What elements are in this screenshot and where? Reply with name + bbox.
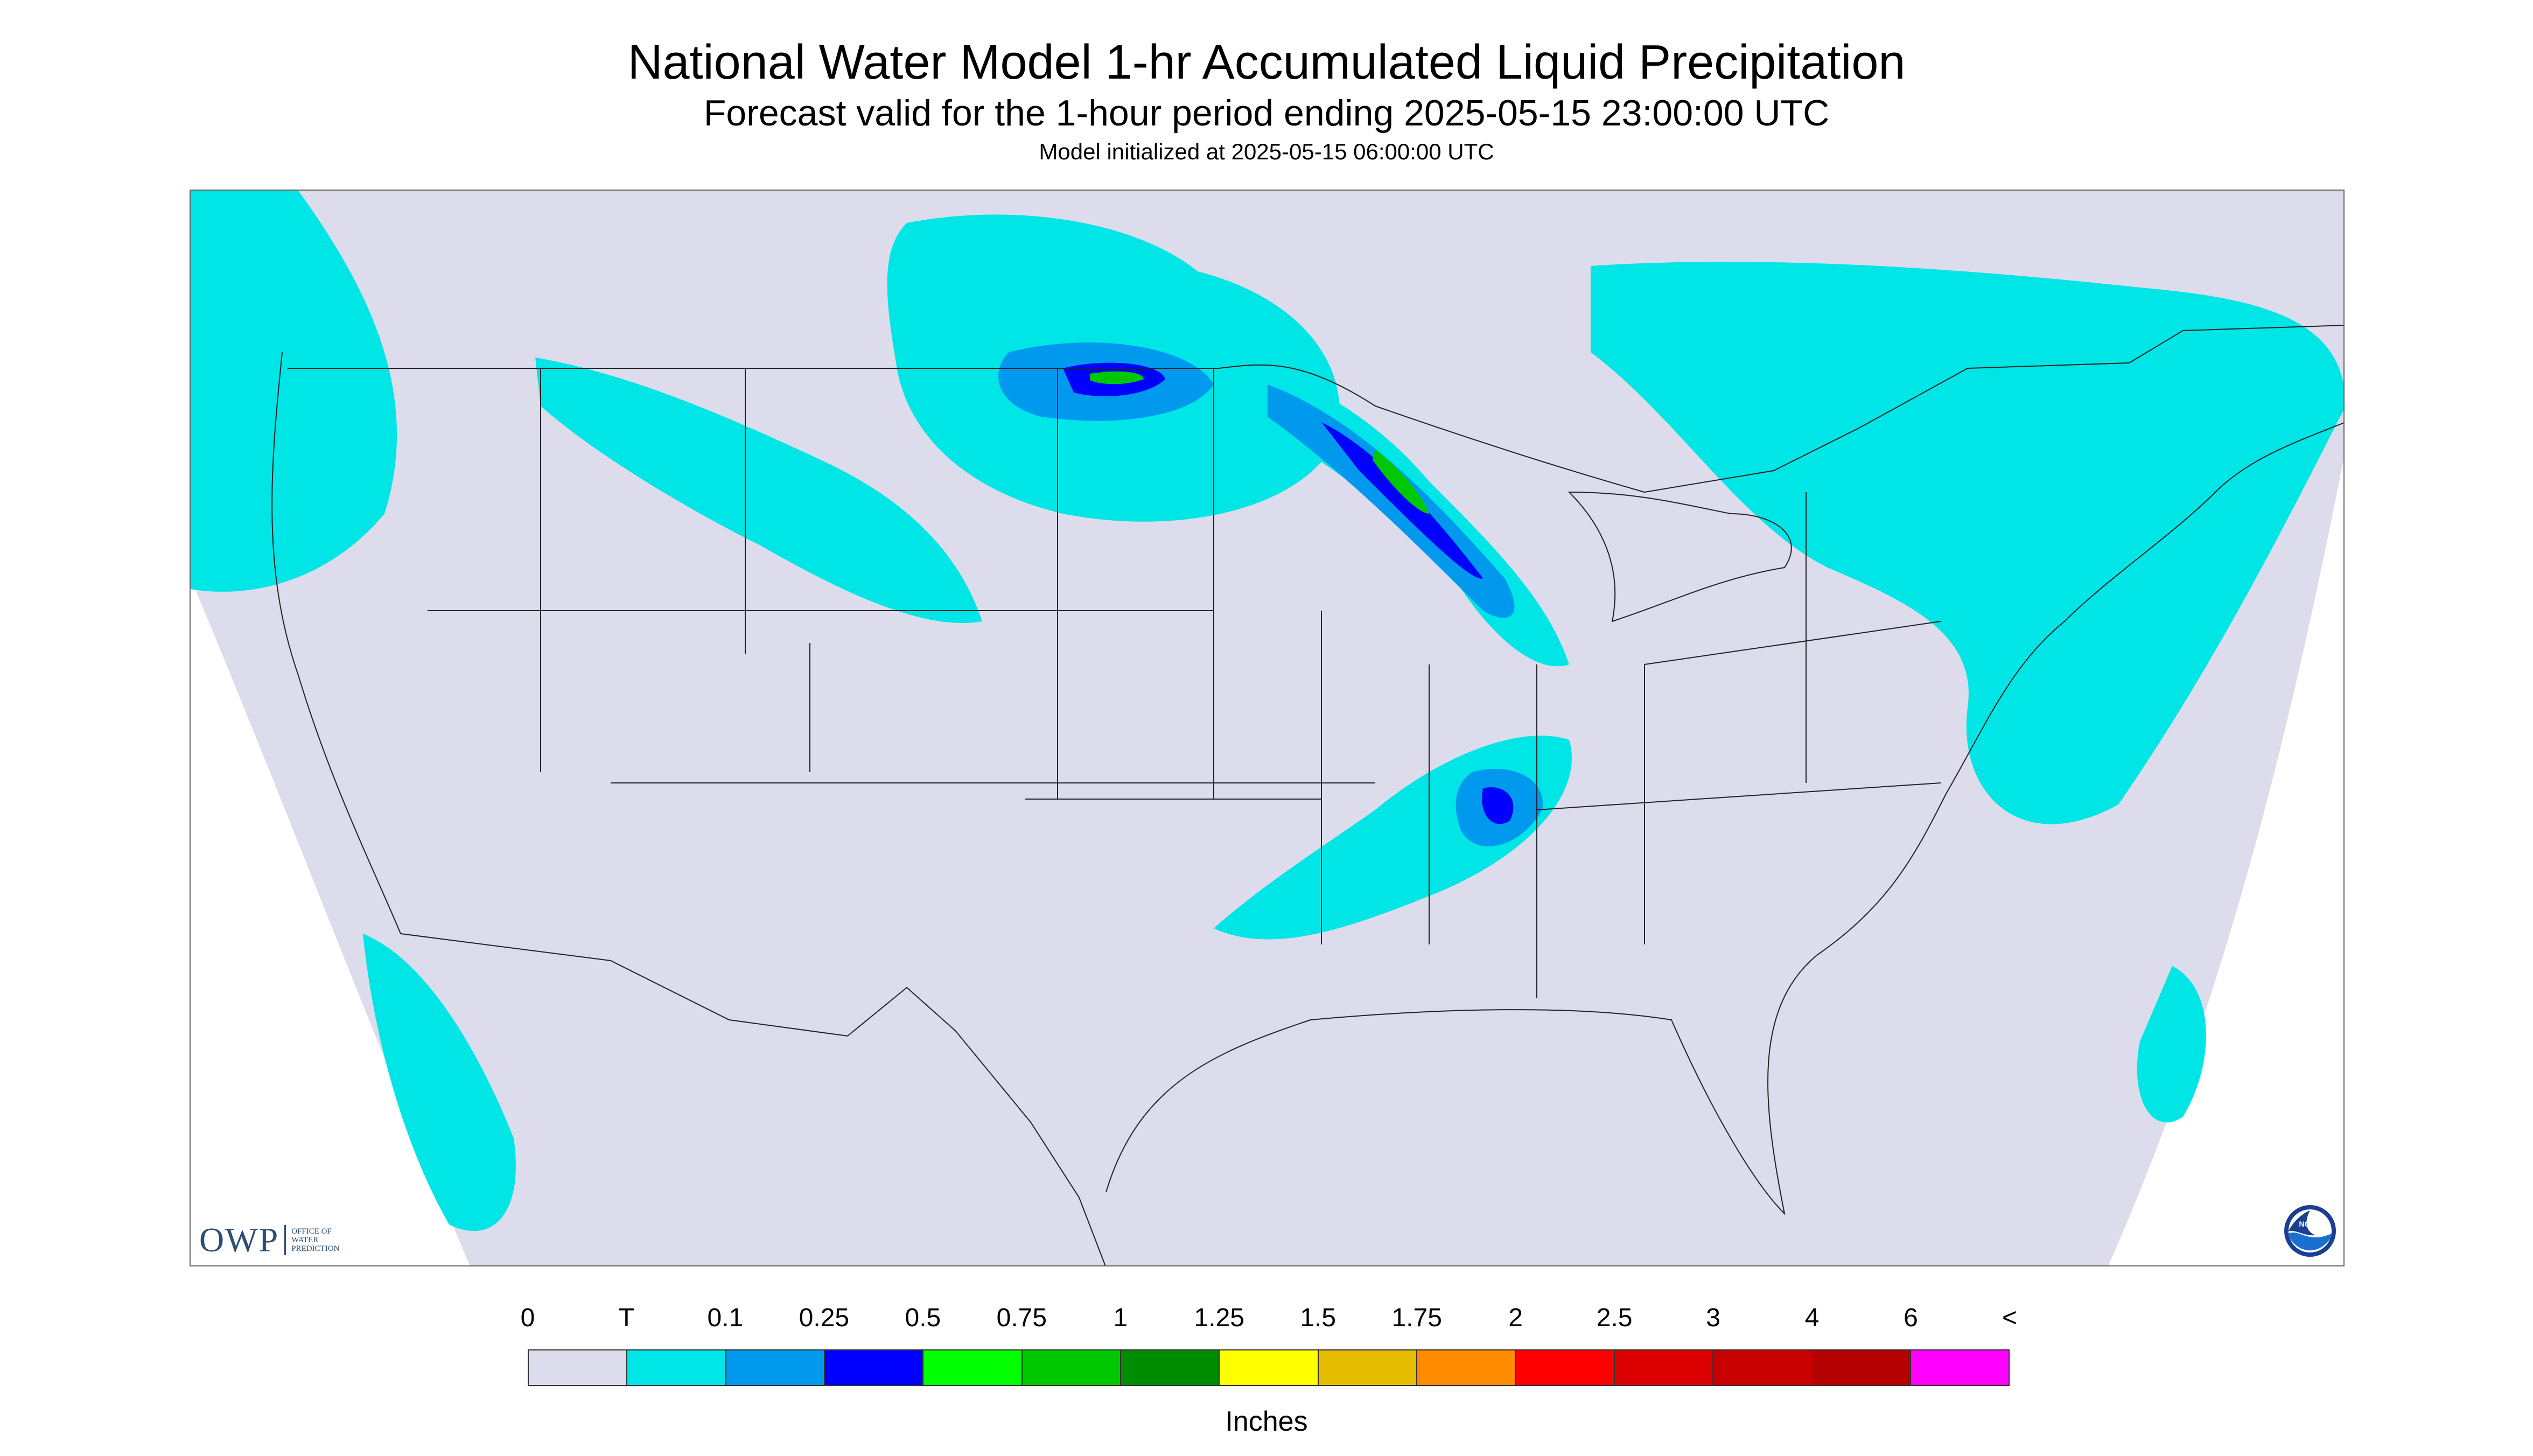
legend-tick-label: 0.75 <box>996 1304 1047 1332</box>
legend-color-swatch <box>1220 1350 1319 1385</box>
legend-tick-label: 1 <box>1113 1304 1128 1332</box>
legend-color-swatch <box>1417 1350 1516 1385</box>
precip-cell-upper-midwest <box>1321 422 1483 579</box>
legend-tick-label: 0.1 <box>707 1304 744 1332</box>
legend-tick-label: 3 <box>1706 1304 1720 1332</box>
legend-color-swatch <box>1318 1350 1417 1385</box>
us-canada-border <box>288 325 2343 493</box>
legend-tick-label: < <box>2002 1304 2018 1332</box>
precip-area-atlantic-offshore <box>2137 966 2206 1123</box>
owp-logo-divider <box>284 1225 286 1255</box>
noaa-logo-icon: NOAA <box>2284 1205 2336 1257</box>
legend-tick-label: T <box>618 1304 635 1332</box>
state-line-plains <box>428 610 1430 944</box>
precip-max-north-dakota <box>1090 371 1144 384</box>
legend-color-swatch <box>1812 1350 1911 1385</box>
legend-color-swatch <box>1911 1350 2009 1385</box>
legend-color-swatch <box>1022 1350 1121 1385</box>
legend-color-swatch <box>1121 1350 1220 1385</box>
legend-color-swatch <box>529 1350 628 1385</box>
precip-area-pacific-northwest <box>191 191 397 592</box>
precip-max-upper-midwest <box>1373 449 1429 514</box>
map-title: National Water Model 1-hr Accumulated Li… <box>627 36 1906 89</box>
map-subtitle: Forecast valid for the 1-hour period end… <box>703 93 1830 134</box>
legend-tick-label: 1.25 <box>1194 1304 1244 1332</box>
owp-logo: OWP OFFICE OF WATER PREDICTION <box>199 1221 340 1259</box>
legend-color-swatch <box>1516 1350 1615 1385</box>
boundary-layer <box>271 325 2343 1265</box>
us-mexico-border <box>400 933 1106 1265</box>
trace-precip-layer <box>191 191 2343 1231</box>
legend-tick-label: 1.75 <box>1391 1304 1442 1332</box>
legend-tick-label: 6 <box>1904 1304 1918 1332</box>
legend-color-swatch <box>923 1350 1023 1385</box>
precip-cell-mid-mississippi <box>1482 787 1514 824</box>
legend-tick-label: 0.5 <box>905 1304 941 1332</box>
state-line-east <box>1536 492 1941 998</box>
legend-tick-label: 0 <box>520 1304 535 1332</box>
pacific-coast <box>271 352 401 934</box>
map-canvas <box>191 191 2343 1265</box>
precipitation-map <box>190 190 2345 1266</box>
legend-units: Inches <box>1225 1406 1308 1437</box>
noaa-logo-text: NOAA <box>2299 1220 2321 1228</box>
great-lakes-outline <box>1568 491 1792 622</box>
precip-area-northeast <box>1591 262 2343 824</box>
owp-logo-text: OFFICE OF WATER PREDICTION <box>291 1227 340 1253</box>
precip-band-rockies <box>535 358 982 624</box>
heavy-precip-layer <box>1090 371 1429 514</box>
legend-tick-label: 4 <box>1804 1304 1820 1332</box>
legend-tick-label: 0.25 <box>799 1304 850 1332</box>
precip-area-southwest <box>363 934 516 1231</box>
gulf-and-atlantic-coast <box>1105 422 2343 1216</box>
legend-tick-label: 2.5 <box>1596 1304 1633 1332</box>
legend-color-swatch <box>824 1350 924 1385</box>
legend-color-swatch <box>1713 1350 1813 1385</box>
legend-tick-label: 1.5 <box>1300 1304 1337 1332</box>
model-init-line: Model initialized at 2025-05-15 06:00:00… <box>1039 139 1494 164</box>
owp-logo-mark: OWP <box>199 1221 279 1259</box>
state-line-rockies <box>540 368 1214 799</box>
legend-color-swatch <box>627 1350 726 1385</box>
legend-tick-label: 2 <box>1508 1304 1523 1332</box>
legend-color-swatch <box>726 1350 825 1385</box>
legend-color-swatch <box>1614 1350 1713 1385</box>
color-legend-bar <box>528 1349 2010 1386</box>
